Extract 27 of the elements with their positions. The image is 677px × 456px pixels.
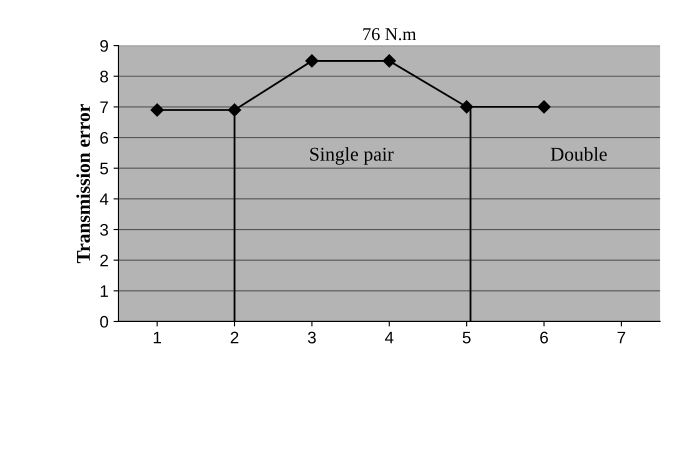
annotation: Double [550,147,607,161]
y-tick-label: 0 [100,316,108,328]
y-tick-label: 6 [100,132,108,144]
y-tick-label: 2 [100,254,108,266]
point [305,54,318,68]
y-tick-label: 9 [100,40,108,52]
y-axis-title: Transmission error [76,104,90,264]
x-tick-label: 7 [618,332,626,344]
point [537,100,551,114]
y-tick-label: 7 [100,101,108,113]
point [228,103,242,117]
point [460,100,474,114]
x-tick-label: 6 [540,332,548,344]
x-tick-label: 1 [154,332,161,344]
y-tick-label: 1 [100,285,108,297]
point [150,103,164,117]
y-tick-label: 3 [100,224,108,236]
x-tick-label: 2 [230,332,238,344]
x-tick-label: 4 [385,332,394,344]
annotation: Single pair [310,147,394,165]
x-tick-label: 5 [462,332,471,344]
x-tick-label: 3 [308,332,316,344]
y-tick-label: 5 [100,162,108,174]
chart-title: 76 N.m [363,28,416,40]
y-tick-label: 8 [100,70,108,82]
point [382,54,396,68]
y-tick-label: 4 [100,193,108,205]
